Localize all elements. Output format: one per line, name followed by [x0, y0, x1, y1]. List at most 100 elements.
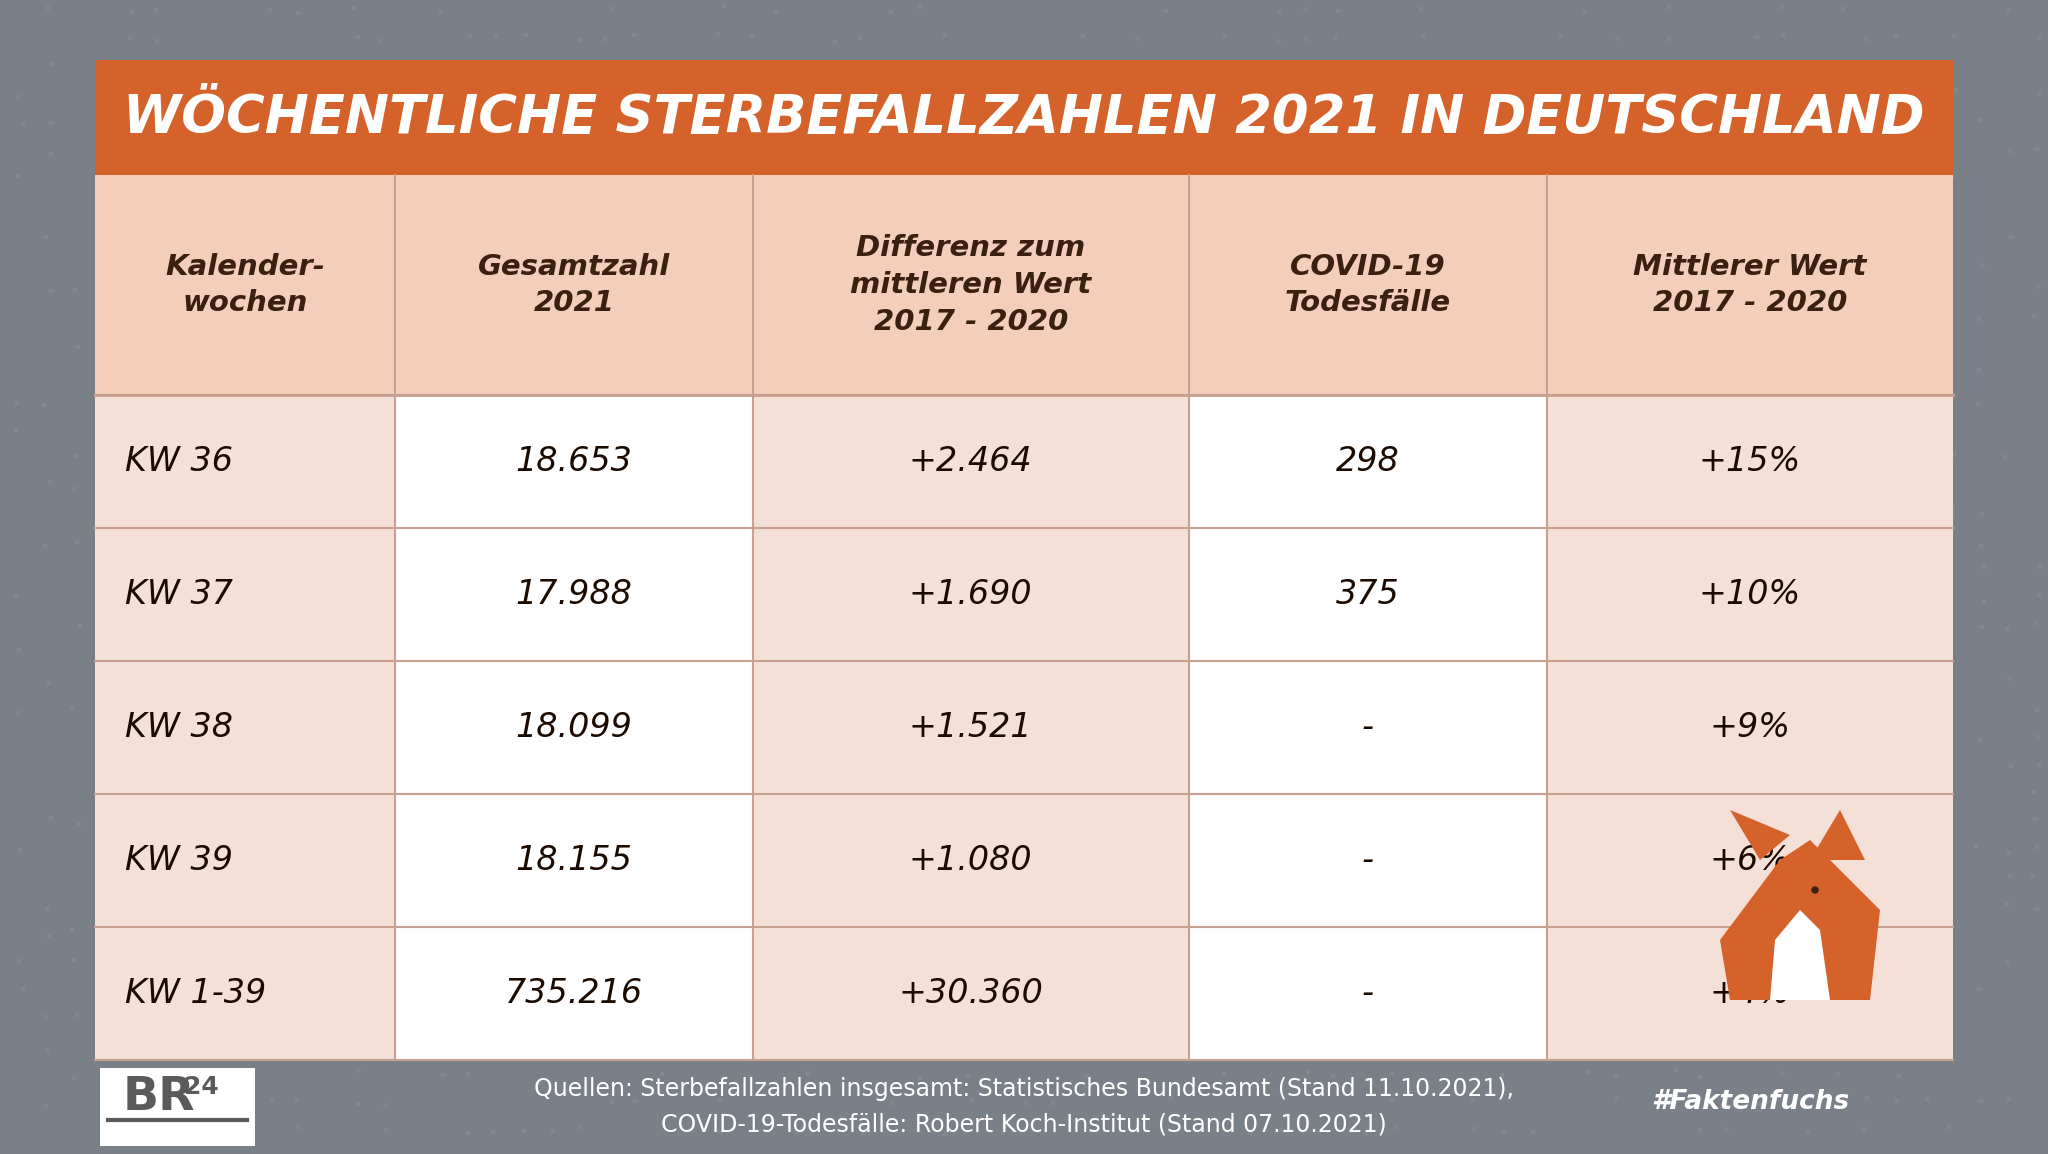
Point — [145, 927, 178, 945]
Point — [733, 1067, 766, 1086]
Point — [147, 786, 180, 804]
Point — [199, 1005, 231, 1024]
Point — [424, 640, 457, 659]
Point — [143, 142, 176, 160]
Point — [199, 111, 231, 129]
Point — [1964, 537, 1997, 555]
Point — [1855, 643, 1888, 661]
Point — [958, 590, 991, 608]
Point — [848, 1124, 881, 1142]
Point — [311, 143, 344, 162]
Point — [88, 956, 121, 974]
Point — [1882, 200, 1915, 218]
Point — [174, 924, 207, 943]
Point — [1653, 1091, 1686, 1109]
Point — [979, 621, 1012, 639]
Point — [616, 284, 649, 302]
Point — [2021, 700, 2048, 719]
Point — [1853, 840, 1886, 859]
Point — [315, 450, 348, 469]
Point — [199, 703, 231, 721]
Point — [35, 54, 68, 73]
Point — [2021, 838, 2048, 856]
Point — [872, 899, 905, 917]
Point — [119, 505, 152, 524]
Point — [1067, 27, 1100, 45]
Point — [342, 1062, 375, 1080]
Point — [594, 898, 627, 916]
Point — [1653, 534, 1686, 553]
Point — [281, 1118, 313, 1137]
Point — [1602, 111, 1634, 129]
Point — [369, 365, 401, 383]
Point — [958, 984, 991, 1003]
Point — [645, 419, 678, 437]
Point — [1542, 809, 1575, 827]
Point — [1876, 254, 1909, 272]
Point — [848, 759, 881, 778]
Bar — [395, 175, 754, 395]
Point — [1206, 563, 1239, 582]
Point — [840, 982, 872, 1001]
Point — [342, 28, 375, 46]
Point — [256, 839, 289, 857]
Point — [588, 30, 621, 48]
Point — [2019, 614, 2048, 632]
Point — [1540, 141, 1573, 159]
Point — [616, 1007, 649, 1026]
Point — [903, 812, 936, 831]
Point — [1911, 670, 1944, 689]
Point — [1206, 200, 1239, 218]
Point — [596, 0, 629, 18]
Point — [537, 424, 569, 442]
Point — [1681, 503, 1714, 522]
Point — [451, 58, 483, 76]
Point — [1741, 1007, 1774, 1026]
Point — [985, 811, 1018, 830]
Point — [1884, 670, 1917, 689]
Text: 24: 24 — [184, 1076, 219, 1100]
Point — [1210, 534, 1243, 553]
Point — [57, 480, 90, 499]
Point — [174, 390, 207, 409]
Point — [113, 817, 145, 835]
Point — [1571, 587, 1604, 606]
Point — [1604, 645, 1636, 664]
Point — [702, 563, 735, 582]
Point — [1014, 87, 1047, 105]
Point — [1686, 868, 1718, 886]
Point — [1630, 223, 1663, 241]
Point — [225, 669, 258, 688]
Point — [1765, 672, 1798, 690]
Point — [1931, 138, 1964, 157]
Point — [340, 421, 373, 440]
Point — [897, 339, 930, 358]
Point — [338, 0, 371, 17]
Point — [1655, 951, 1688, 969]
Bar — [1188, 927, 1546, 1061]
Point — [29, 537, 61, 555]
Point — [707, 893, 739, 912]
Point — [1737, 697, 1769, 715]
Point — [1317, 252, 1350, 270]
Point — [1602, 225, 1634, 243]
Point — [1511, 278, 1544, 297]
Point — [393, 817, 426, 835]
Point — [1571, 220, 1604, 239]
Point — [2023, 756, 2048, 774]
Point — [1683, 645, 1716, 664]
Point — [707, 474, 739, 493]
Point — [1436, 953, 1468, 972]
Text: KW 37: KW 37 — [125, 578, 233, 610]
Point — [1180, 141, 1212, 159]
Point — [481, 284, 514, 302]
Point — [393, 367, 426, 385]
Point — [791, 445, 823, 464]
Point — [616, 811, 649, 830]
Point — [926, 339, 958, 358]
Bar — [1546, 794, 1954, 927]
Point — [1430, 983, 1462, 1002]
Point — [203, 979, 236, 997]
Text: -: - — [1362, 977, 1374, 1010]
Point — [899, 702, 932, 720]
